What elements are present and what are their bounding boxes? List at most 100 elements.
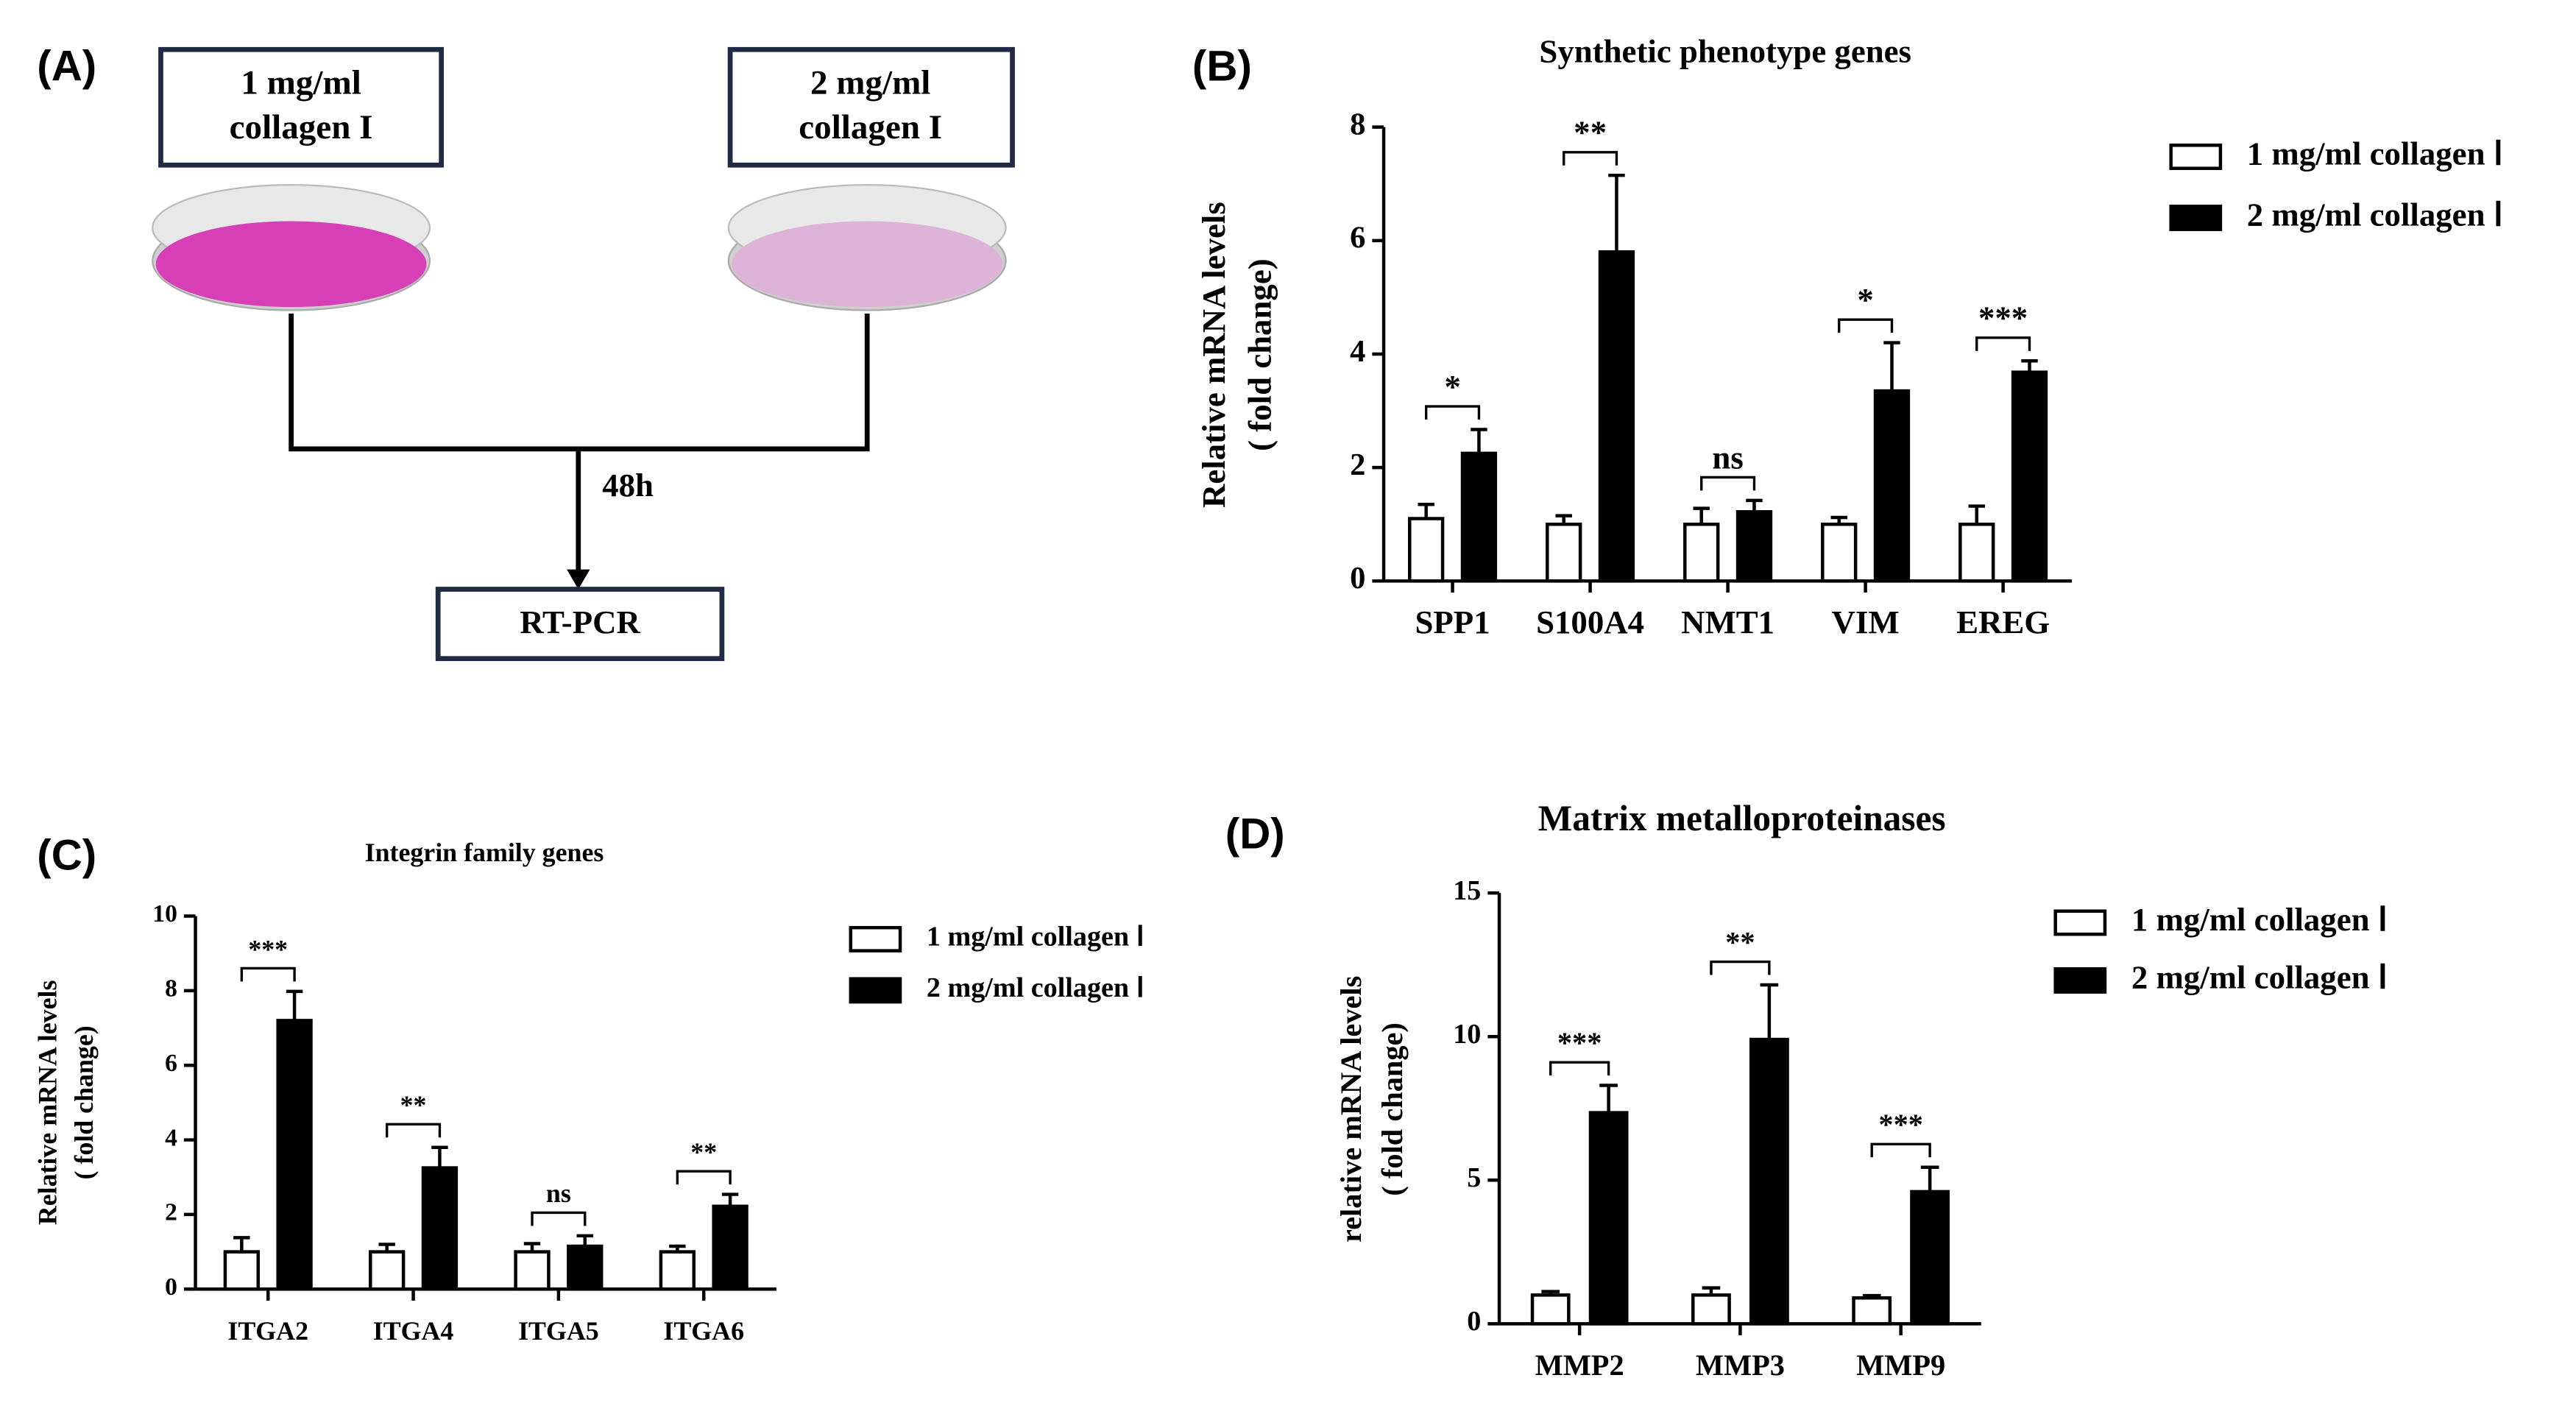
y-tick-label: 0 <box>1350 561 1365 596</box>
bar <box>1408 517 1445 583</box>
x-tick-label: ITGA6 <box>663 1316 744 1346</box>
legend-label: 1 mg/ml collagen Ⅰ <box>2131 901 2388 938</box>
panel-label: (C) <box>37 831 96 879</box>
bar <box>1735 510 1773 583</box>
legend-swatch <box>849 977 902 1004</box>
error-bar <box>1968 504 1985 525</box>
y-tick-label: 4 <box>165 1124 177 1151</box>
legend-swatch <box>2053 909 2107 936</box>
y-tick-label: 6 <box>1350 221 1365 255</box>
panel-label: (B) <box>1192 43 1252 91</box>
error-bar <box>1746 498 1763 512</box>
error-bar <box>1418 503 1434 519</box>
bar <box>1588 1111 1629 1326</box>
significance-bracket <box>1700 476 1756 491</box>
panel-label: (A) <box>37 43 96 91</box>
x-tick-label: MMP2 <box>1535 1349 1624 1382</box>
significance-label: *** <box>1978 300 2028 336</box>
significance-bracket <box>1975 336 2031 351</box>
bar <box>1598 250 1635 583</box>
x-tick-label: NMT1 <box>1681 604 1774 640</box>
y-tick-label: 8 <box>165 975 177 1003</box>
box-text: 1 mg/ml <box>241 63 361 102</box>
error-bar <box>669 1244 686 1252</box>
chart: (C) Integrin family genes Relative mRNA le… <box>32 831 1144 1346</box>
significance-label: *** <box>1557 1026 1602 1059</box>
legend-swatch <box>2169 144 2223 170</box>
bar <box>1821 522 1858 583</box>
error-bar <box>286 989 303 1021</box>
y-tick-label: 0 <box>165 1273 177 1301</box>
significance-bracket <box>1549 1061 1610 1076</box>
bar <box>421 1166 459 1291</box>
significance-label: ns <box>1712 439 1743 476</box>
chart-title: Integrin family genes <box>365 838 604 867</box>
y-axis-label: ( fold change) <box>1376 1022 1409 1195</box>
bar <box>1691 1293 1731 1326</box>
legend-label: 2 mg/ml collagen Ⅰ <box>2247 196 2503 233</box>
significance-bracket <box>1870 1142 1931 1158</box>
significance-label: ** <box>400 1090 427 1120</box>
chart: (B) Synthetic phenotype genes Relative mRN… <box>1192 32 2503 640</box>
error-bar <box>1702 1286 1721 1296</box>
bar <box>712 1204 749 1291</box>
error-bar <box>1471 428 1487 453</box>
y-axis-label: ( fold change) <box>1242 258 1278 450</box>
x-tick-label: EREG <box>1956 604 2050 640</box>
y-tick-label: 10 <box>1453 1019 1481 1050</box>
significance-label: ns <box>546 1178 571 1208</box>
y-tick-label: 8 <box>1350 107 1365 141</box>
bar <box>659 1250 696 1291</box>
bar <box>1852 1296 1892 1326</box>
y-tick-label: 0 <box>1467 1306 1481 1337</box>
bar <box>223 1250 261 1291</box>
chart-title: Matrix metalloproteinases <box>1538 798 1946 838</box>
error-bar <box>1760 983 1779 1040</box>
significance-bracket <box>1838 318 1894 333</box>
x-tick-label: S100A4 <box>1536 604 1644 640</box>
error-bar <box>1920 1165 1939 1192</box>
significance-label: * <box>1444 368 1460 405</box>
panel-label: (D) <box>1225 810 1285 858</box>
significance-bracket <box>531 1211 587 1226</box>
y-tick-label: 15 <box>1453 875 1481 906</box>
significance-label: *** <box>1878 1108 1923 1141</box>
x-tick-label: ITGA4 <box>373 1316 454 1346</box>
significance-bracket <box>240 966 296 982</box>
chart-title: Synthetic phenotype genes <box>1539 32 1911 69</box>
significance-bracket <box>1563 151 1618 166</box>
significance-label: ** <box>1574 114 1607 151</box>
significance-bracket <box>1710 960 1771 975</box>
box-text: collagen I <box>230 108 373 146</box>
y-axis-label: Relative mRNA levels <box>32 980 62 1226</box>
error-bar <box>431 1145 448 1168</box>
significance-label: ** <box>1725 925 1755 958</box>
bar <box>1749 1037 1789 1326</box>
legend-label: 2 mg/ml collagen Ⅰ <box>927 972 1144 1003</box>
x-tick-label: SPP1 <box>1415 604 1490 640</box>
dish <box>152 184 431 311</box>
box-text: collagen I <box>799 108 942 146</box>
legend-swatch <box>849 925 902 953</box>
significance-label: *** <box>248 934 288 964</box>
legend-label: 1 mg/ml collagen Ⅰ <box>927 922 1144 953</box>
y-tick-label: 10 <box>152 900 177 927</box>
box <box>435 587 725 662</box>
error-bar <box>1541 1290 1560 1296</box>
box <box>727 46 1015 168</box>
bar <box>567 1244 604 1291</box>
legend-swatch <box>2169 205 2223 231</box>
bar <box>1873 389 1911 583</box>
box-text: 2 mg/ml <box>810 63 930 102</box>
bar <box>276 1019 313 1291</box>
x-tick-label: ITGA5 <box>518 1316 599 1346</box>
legend-label: 1 mg/ml collagen Ⅰ <box>2247 135 2503 172</box>
legend-swatch <box>2053 967 2107 994</box>
error-bar <box>1830 515 1847 525</box>
error-bar <box>523 1242 541 1252</box>
panel-a: (A) 1 mg/ml collagen I 2 mg/ml collagen … <box>37 43 1015 662</box>
y-axis-label: Relative mRNA levels <box>1195 202 1232 508</box>
bar <box>1530 1293 1571 1326</box>
box <box>158 46 445 168</box>
